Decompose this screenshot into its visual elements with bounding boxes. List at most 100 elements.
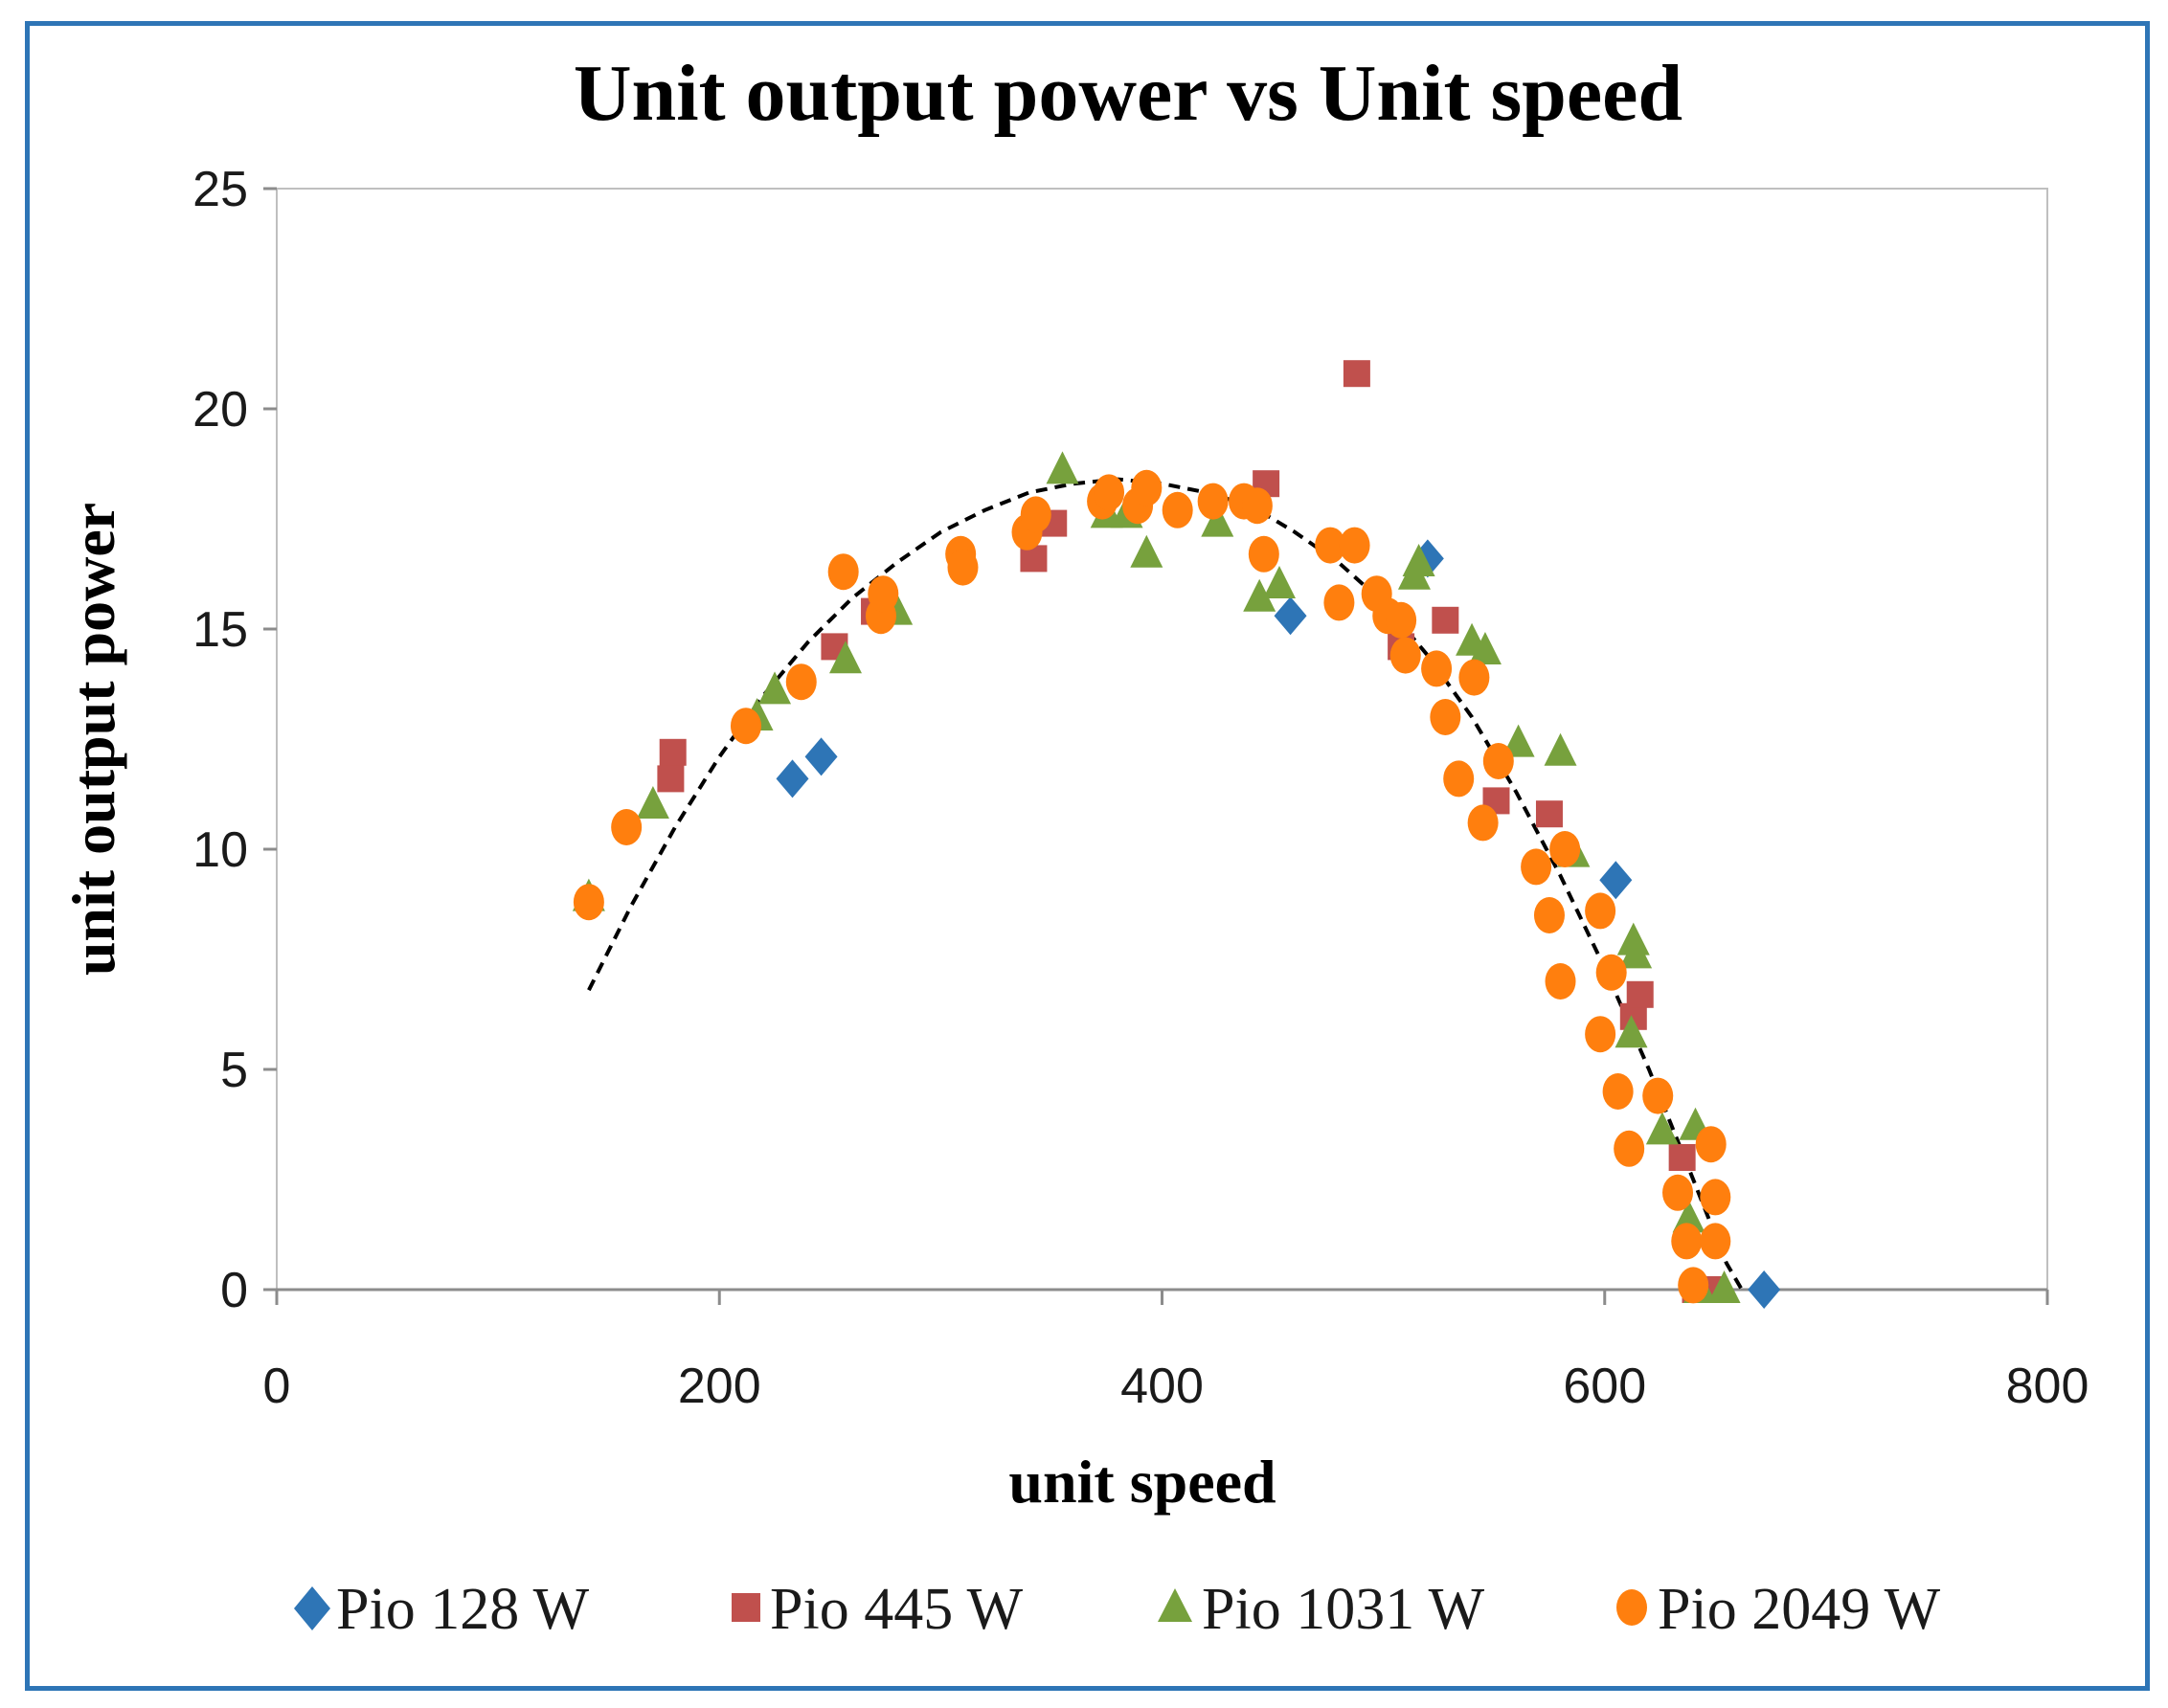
legend-item-pio-1031: Pio 1031 W	[1158, 1577, 1485, 1642]
data-point-diamond	[1274, 596, 1307, 636]
data-point-circle	[827, 553, 859, 591]
y-tick-label: 25	[192, 162, 248, 217]
x-axis-ticks: 0 200 400 600 800	[263, 1290, 2089, 1414]
data-point-circle	[1549, 831, 1581, 867]
data-point-circle	[785, 663, 817, 701]
y-tick-label: 20	[192, 382, 248, 438]
x-tick-label: 400	[1120, 1359, 1204, 1414]
data-point-circle	[1386, 601, 1417, 639]
data-point-circle	[1695, 1126, 1727, 1163]
legend-label: Pio 445 W	[770, 1577, 1024, 1642]
data-point-circle	[1131, 469, 1163, 506]
data-point-triangle	[1707, 1270, 1741, 1303]
data-point-circle	[1323, 584, 1355, 621]
data-point-triangle	[1130, 534, 1163, 568]
legend-item-pio-445: Pio 445 W	[732, 1577, 1024, 1642]
x-tick-label: 600	[1563, 1359, 1646, 1414]
data-point-square	[659, 738, 687, 766]
data-point-circle	[947, 549, 979, 586]
data-point-triangle	[828, 640, 862, 674]
legend-marker-square	[732, 1593, 760, 1622]
y-tick-label: 5	[220, 1043, 248, 1098]
legend-item-pio-128: Pio 128 W	[294, 1577, 590, 1642]
data-point-triangle	[1262, 566, 1296, 598]
data-point-circle	[1020, 496, 1051, 533]
data-point-circle	[1678, 1267, 1709, 1304]
chart-canvas: Unit output power vs Unit speed 0 5 10 15 20…	[59, 49, 2089, 1642]
legend: Pio 128 W Pio 445 W Pio 1031 W Pio 2049 …	[294, 1577, 1941, 1642]
data-point-circle	[1614, 1130, 1645, 1167]
data-point-square	[1626, 980, 1654, 1008]
data-point-circle	[1389, 637, 1421, 674]
chart-title: Unit output power vs Unit speed	[574, 49, 1682, 138]
data-point-circle	[1421, 650, 1453, 687]
data-point-triangle	[1619, 935, 1653, 969]
data-point-square	[1343, 360, 1370, 388]
legend-label: Pio 2049 W	[1658, 1577, 1941, 1642]
data-point-circle	[1700, 1179, 1731, 1216]
data-point-circle	[1585, 1016, 1616, 1053]
data-point-circle	[1094, 474, 1125, 511]
data-point-triangle	[636, 786, 669, 819]
data-point-square	[1668, 1144, 1696, 1171]
data-point-diamond	[1599, 861, 1633, 900]
legend-label: Pio 1031 W	[1202, 1577, 1485, 1642]
data-point-circle	[573, 884, 604, 921]
data-point-circle	[611, 809, 643, 845]
y-tick-label: 10	[192, 822, 248, 878]
data-point-circle	[1700, 1223, 1731, 1260]
trendline	[587, 477, 1744, 1292]
data-markers	[572, 360, 1781, 1309]
data-point-triangle	[1201, 504, 1234, 537]
data-point-circle	[1241, 487, 1273, 525]
data-point-diamond	[1748, 1270, 1781, 1309]
data-point-triangle	[1645, 1112, 1679, 1145]
x-tick-label: 800	[2006, 1359, 2089, 1414]
data-point-circle	[1595, 954, 1627, 991]
data-point-triangle	[1046, 451, 1079, 484]
y-tick-label: 15	[192, 602, 248, 658]
chart-frame: Unit output power vs Unit speed 0 5 10 15 20…	[25, 21, 2150, 1691]
legend-marker-circle	[1616, 1589, 1647, 1626]
data-point-circle	[1315, 527, 1346, 564]
data-point-circle	[1197, 483, 1229, 520]
y-axis-label: unit output power	[59, 503, 127, 976]
data-point-circle	[1602, 1073, 1634, 1110]
x-axis-label: unit speed	[1008, 1448, 1276, 1516]
data-point-triangle	[1502, 724, 1535, 757]
x-tick-label: 200	[678, 1359, 761, 1414]
data-point-triangle	[1544, 732, 1577, 766]
legend-item-pio-2049: Pio 2049 W	[1616, 1577, 1941, 1642]
data-point-circle	[1162, 491, 1193, 528]
data-point-circle	[1430, 699, 1461, 735]
data-point-triangle	[1402, 544, 1435, 576]
data-point-circle	[1339, 527, 1370, 564]
data-point-square	[657, 765, 685, 793]
legend-marker-triangle	[1158, 1588, 1192, 1622]
data-point-circle	[1467, 804, 1499, 842]
data-point-circle	[1642, 1077, 1674, 1114]
data-point-circle	[1585, 892, 1616, 930]
data-point-circle	[1248, 535, 1279, 573]
data-point-square	[1535, 800, 1563, 828]
data-point-circle	[1533, 897, 1565, 933]
data-point-circle	[1671, 1223, 1703, 1260]
plot-area	[276, 188, 2048, 1291]
data-point-diamond	[776, 759, 809, 798]
data-point-circle	[1458, 659, 1490, 696]
y-axis-ticks: 0 5 10 15 20 25	[192, 162, 277, 1318]
data-point-circle	[1662, 1174, 1694, 1211]
data-point-triangle	[1243, 578, 1276, 612]
data-point-triangle	[1616, 922, 1650, 955]
data-point-circle	[730, 708, 761, 745]
data-point-circle	[1521, 848, 1552, 886]
data-point-circle	[868, 575, 899, 613]
data-point-triangle	[1468, 632, 1502, 664]
data-point-diamond	[804, 737, 838, 776]
data-point-square	[1432, 606, 1459, 634]
data-point-circle	[1545, 963, 1576, 1000]
data-point-triangle	[1615, 1015, 1648, 1048]
x-tick-label: 0	[263, 1359, 291, 1414]
y-tick-label: 0	[220, 1263, 248, 1318]
data-point-circle	[1443, 760, 1475, 798]
